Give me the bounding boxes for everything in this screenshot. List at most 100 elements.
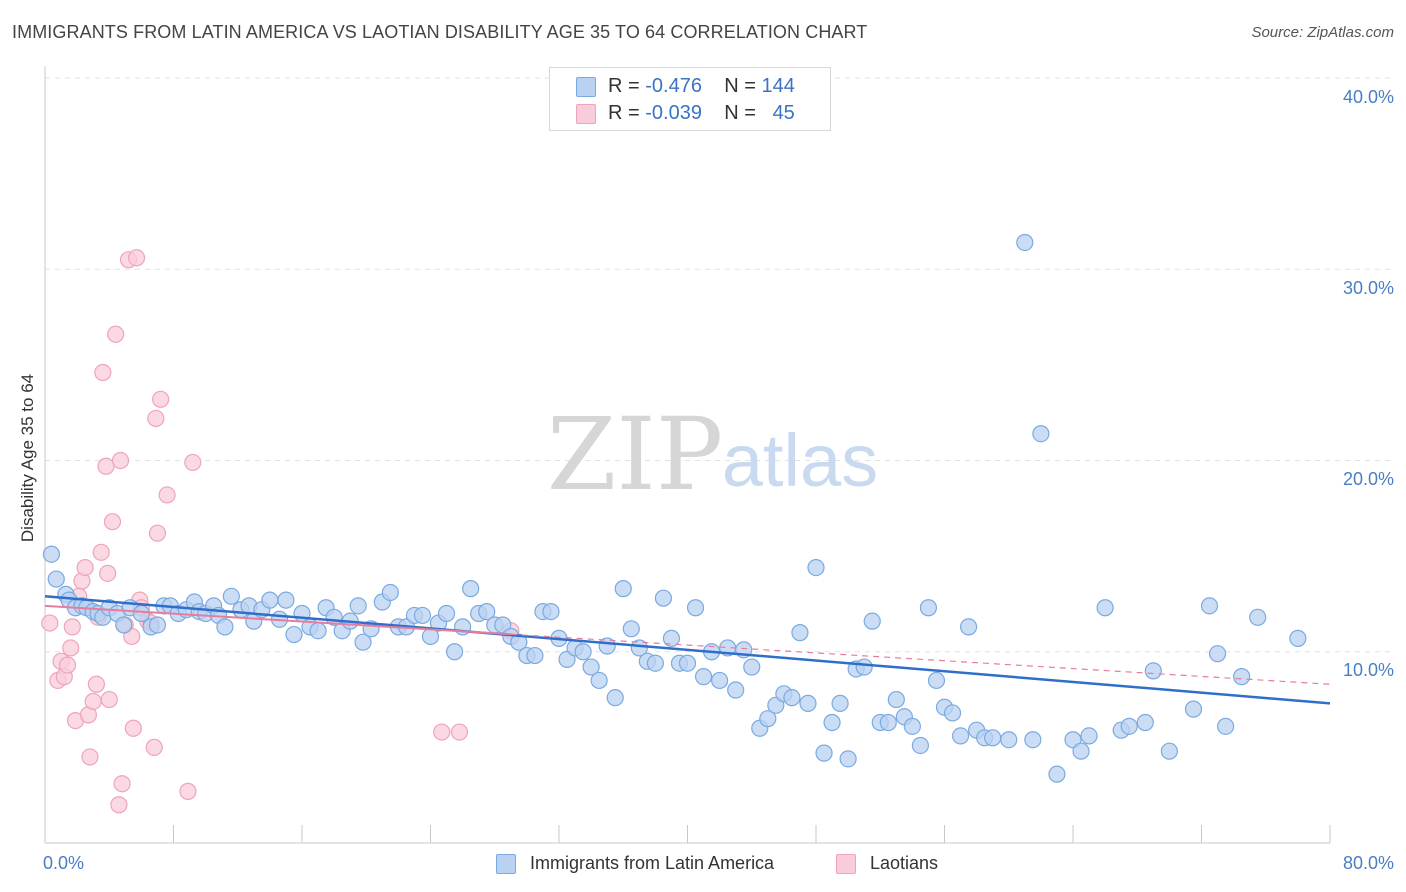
stats-swatch-blue (576, 77, 596, 97)
data-point (1000, 731, 1018, 749)
data-point (606, 689, 624, 707)
data-point (437, 604, 456, 623)
data-point (1024, 731, 1042, 749)
data-point (646, 654, 664, 672)
data-point (261, 591, 279, 609)
x-tick-label-max: 80.0% (1342, 853, 1394, 873)
data-point (1289, 629, 1307, 647)
data-point (110, 796, 128, 814)
data-point (445, 643, 464, 661)
data-point (216, 618, 234, 636)
data-point (686, 599, 705, 617)
data-point (100, 690, 118, 709)
stats-box: R = -0.476 N = 144 R = -0.039 N = 45 (549, 67, 831, 131)
data-point (887, 690, 905, 709)
data-point (94, 363, 112, 382)
data-point (951, 727, 970, 745)
legend-label: Laotians (870, 853, 939, 873)
data-point (1208, 645, 1227, 663)
data-point (614, 580, 632, 598)
chart-title: IMMIGRANTS FROM LATIN AMERICA VS LAOTIAN… (12, 22, 868, 42)
trend-line-laotians (44, 604, 511, 636)
data-point (839, 750, 857, 768)
trend-line-laotians-extension (510, 633, 1331, 685)
data-point (433, 723, 451, 741)
data-point (911, 736, 930, 755)
data-point (855, 658, 873, 676)
data-point (285, 625, 303, 644)
data-point (81, 748, 99, 766)
data-point (759, 710, 777, 728)
data-point (815, 744, 833, 762)
data-point (582, 658, 600, 676)
data-point (1144, 662, 1162, 680)
data-point (42, 545, 61, 563)
data-point (111, 451, 130, 470)
y-tick-label: 40.0% (1342, 87, 1394, 107)
data-point (115, 616, 133, 634)
data-point (1200, 597, 1219, 615)
data-point (1080, 727, 1098, 745)
data-point (92, 543, 110, 561)
data-point (622, 620, 640, 638)
data-point (927, 671, 946, 690)
data-point (1120, 717, 1138, 735)
x-tick-label-min: 0.0% (43, 853, 85, 873)
data-point (510, 633, 528, 651)
data-point (711, 671, 729, 690)
data-point (87, 675, 106, 693)
data-point (478, 602, 496, 621)
data-point (783, 689, 801, 707)
data-point (799, 694, 817, 712)
data-point (58, 656, 77, 674)
stats-swatch-pink (576, 104, 596, 124)
data-point (76, 558, 94, 577)
data-point (124, 719, 142, 737)
data-point (542, 602, 560, 621)
data-point (63, 618, 81, 636)
data-point (84, 692, 102, 711)
data-point (1160, 742, 1178, 760)
data-point (222, 587, 240, 605)
data-point (462, 580, 480, 598)
grid (45, 77, 1395, 653)
data-point (630, 639, 648, 657)
data-point (590, 671, 608, 690)
data-point (1096, 599, 1114, 617)
legend-swatch-pink (836, 854, 856, 874)
data-point (1249, 608, 1267, 626)
data-point (132, 604, 150, 623)
data-point (413, 606, 432, 625)
data-point (113, 775, 131, 793)
axes (44, 66, 1331, 844)
stats-r-label: R = (608, 102, 640, 124)
data-point (179, 782, 197, 800)
data-point (678, 654, 697, 672)
data-point (879, 713, 897, 732)
data-point (694, 668, 713, 686)
data-point (743, 658, 761, 676)
stats-n-value: 45 (772, 102, 795, 124)
data-point (943, 704, 962, 722)
stats-r-label: R = (608, 75, 640, 97)
data-point (381, 583, 399, 602)
y-tick-label: 10.0% (1342, 660, 1394, 680)
chart-source: Source: ZipAtlas.com (1251, 24, 1394, 41)
data-point (1032, 425, 1050, 443)
data-point (831, 694, 849, 712)
data-point (107, 325, 125, 343)
data-point (662, 629, 681, 647)
data-point (62, 639, 80, 657)
y-tick-label: 20.0% (1342, 469, 1394, 489)
data-point (574, 643, 592, 661)
data-point (349, 597, 367, 615)
data-point (791, 624, 809, 642)
data-point (1048, 765, 1066, 783)
data-point (654, 589, 673, 607)
watermark: ZIP atlas (547, 396, 878, 513)
y-tick-label: 30.0% (1342, 278, 1394, 298)
legend-swatch-blue (496, 854, 516, 874)
data-point (863, 612, 881, 630)
stats-r-value: -0.039 (645, 102, 702, 124)
